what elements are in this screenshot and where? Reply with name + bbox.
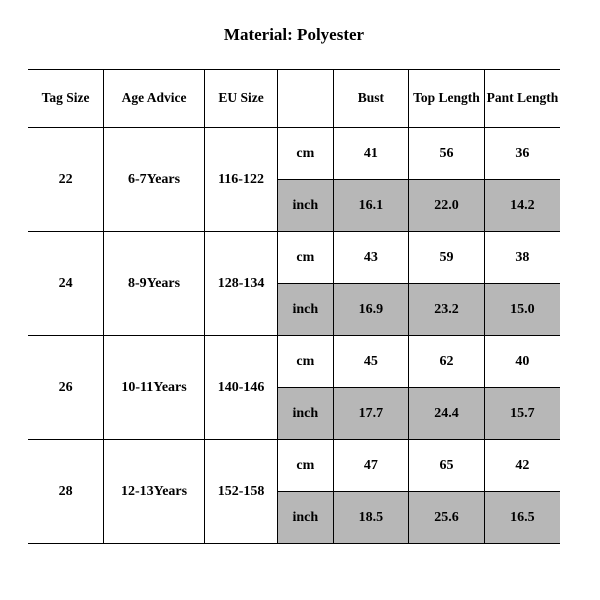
col-header-age: Age Advice (104, 70, 205, 128)
cell-pant-cm: 38 (484, 232, 560, 284)
cell-eu: 116-122 (204, 128, 277, 232)
cell-tag: 24 (28, 232, 104, 336)
cell-pant-inch: 15.7 (484, 388, 560, 440)
cell-pant-cm: 42 (484, 440, 560, 492)
table-row: 22 6-7Years 116-122 cm 41 56 36 (28, 128, 560, 180)
cell-unit-cm: cm (278, 232, 333, 284)
cell-pant-inch: 14.2 (484, 180, 560, 232)
cell-bust-cm: 41 (333, 128, 409, 180)
cell-tag: 22 (28, 128, 104, 232)
cell-tag: 26 (28, 336, 104, 440)
cell-unit-inch: inch (278, 388, 333, 440)
cell-unit-cm: cm (278, 440, 333, 492)
cell-unit-cm: cm (278, 336, 333, 388)
table-row: 26 10-11Years 140-146 cm 45 62 40 (28, 336, 560, 388)
cell-bust-inch: 17.7 (333, 388, 409, 440)
cell-pant-inch: 15.0 (484, 284, 560, 336)
page-title: Material: Polyester (28, 25, 560, 45)
col-header-unit (278, 70, 333, 128)
table-body: 22 6-7Years 116-122 cm 41 56 36 inch 16.… (28, 128, 560, 544)
col-header-bust: Bust (333, 70, 409, 128)
cell-age: 12-13Years (104, 440, 205, 544)
cell-bust-cm: 43 (333, 232, 409, 284)
cell-bust-inch: 16.9 (333, 284, 409, 336)
cell-unit-inch: inch (278, 492, 333, 544)
cell-eu: 152-158 (204, 440, 277, 544)
cell-age: 8-9Years (104, 232, 205, 336)
cell-top-inch: 23.2 (409, 284, 485, 336)
cell-top-cm: 59 (409, 232, 485, 284)
size-chart-page: Material: Polyester Tag Size Age Advice … (0, 0, 600, 600)
table-row: 24 8-9Years 128-134 cm 43 59 38 (28, 232, 560, 284)
cell-bust-cm: 45 (333, 336, 409, 388)
cell-eu: 128-134 (204, 232, 277, 336)
cell-pant-cm: 36 (484, 128, 560, 180)
cell-top-inch: 25.6 (409, 492, 485, 544)
cell-top-cm: 65 (409, 440, 485, 492)
cell-age: 10-11Years (104, 336, 205, 440)
cell-age: 6-7Years (104, 128, 205, 232)
col-header-tag: Tag Size (28, 70, 104, 128)
cell-unit-inch: inch (278, 284, 333, 336)
col-header-top: Top Length (409, 70, 485, 128)
cell-unit-cm: cm (278, 128, 333, 180)
cell-unit-inch: inch (278, 180, 333, 232)
cell-bust-inch: 16.1 (333, 180, 409, 232)
cell-bust-inch: 18.5 (333, 492, 409, 544)
table-row: 28 12-13Years 152-158 cm 47 65 42 (28, 440, 560, 492)
cell-top-inch: 22.0 (409, 180, 485, 232)
cell-top-cm: 56 (409, 128, 485, 180)
cell-tag: 28 (28, 440, 104, 544)
cell-bust-cm: 47 (333, 440, 409, 492)
cell-top-inch: 24.4 (409, 388, 485, 440)
col-header-eu: EU Size (204, 70, 277, 128)
cell-pant-cm: 40 (484, 336, 560, 388)
table-header-row: Tag Size Age Advice EU Size Bust Top Len… (28, 70, 560, 128)
size-chart-table: Tag Size Age Advice EU Size Bust Top Len… (28, 69, 560, 544)
col-header-pant: Pant Length (484, 70, 560, 128)
cell-top-cm: 62 (409, 336, 485, 388)
cell-eu: 140-146 (204, 336, 277, 440)
cell-pant-inch: 16.5 (484, 492, 560, 544)
